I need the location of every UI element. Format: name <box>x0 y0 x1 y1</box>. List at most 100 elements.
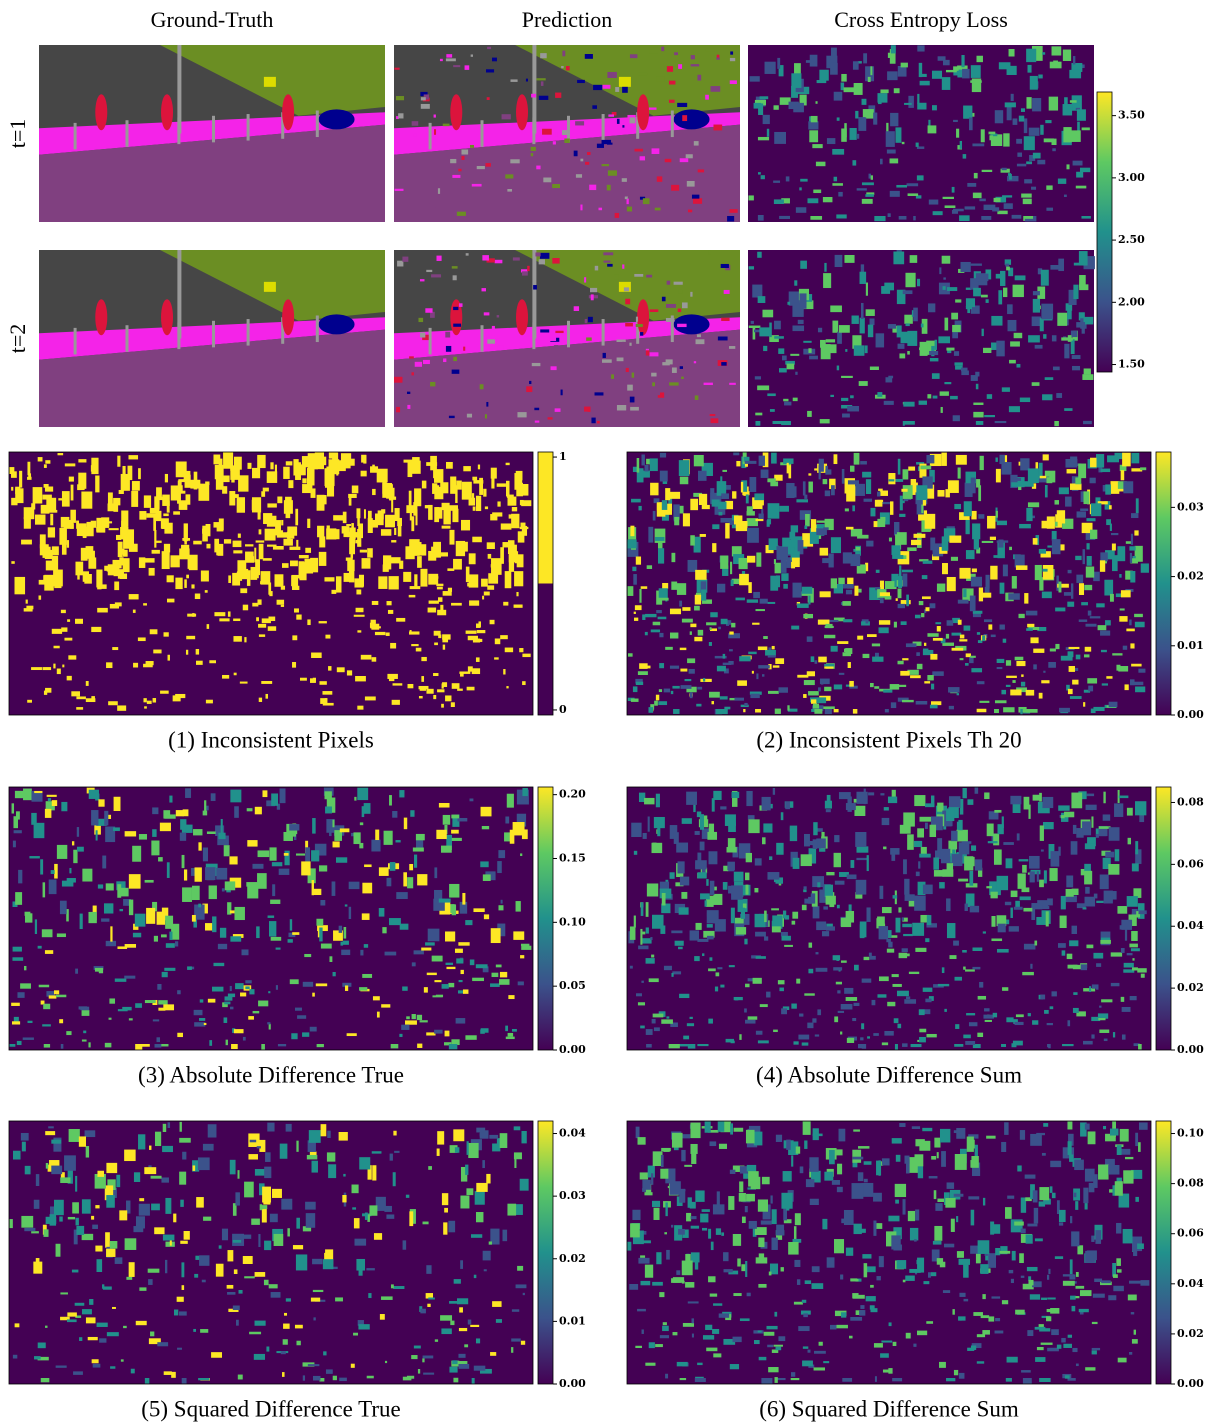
noise <box>487 339 495 343</box>
heatmap-spot <box>803 1121 811 1135</box>
heatmap-spot <box>186 575 189 579</box>
heatmap-spot <box>995 1331 1004 1334</box>
heatmap-spot <box>1030 871 1035 882</box>
heatmap-spot <box>437 1148 440 1155</box>
heatmap-spot <box>783 584 788 589</box>
heatmap-spot <box>867 855 869 871</box>
heatmap-spot <box>232 1234 244 1246</box>
noise <box>436 256 441 261</box>
heatmap-spot <box>712 798 715 811</box>
heatmap-spot <box>514 1152 522 1159</box>
heatmap-image <box>748 45 1094 222</box>
heatmap-spot <box>1021 1370 1031 1372</box>
heatmap-spot <box>164 544 170 553</box>
heatmap-spot <box>941 407 943 413</box>
heatmap-spot <box>956 830 968 842</box>
heatmap-spot <box>719 1144 727 1149</box>
heatmap-spot <box>842 601 851 606</box>
heatmap-spot <box>723 882 728 890</box>
heatmap-spot <box>421 948 431 951</box>
heatmap-spot <box>372 489 376 495</box>
heatmap-spot <box>184 1231 190 1240</box>
heatmap-spot <box>101 918 109 921</box>
heatmap-spot <box>920 466 931 470</box>
heatmap-spot <box>685 679 692 681</box>
heatmap-spot <box>182 1152 186 1160</box>
noise <box>622 264 624 268</box>
heatmap-spot <box>1053 367 1060 371</box>
heatmap-spot <box>356 608 364 612</box>
heatmap-spot <box>714 1206 724 1214</box>
heatmap-spot <box>646 902 649 917</box>
heatmap-spot <box>953 66 958 70</box>
heatmap-spot <box>826 926 835 930</box>
heatmap-spot <box>1052 1193 1056 1198</box>
heatmap-spot <box>841 1004 853 1009</box>
heatmap-spot <box>1103 1126 1106 1129</box>
prediction-image <box>394 45 740 222</box>
heatmap-spot <box>353 1333 358 1336</box>
heatmap-spot <box>1091 1236 1094 1242</box>
heatmap-spot <box>516 901 521 912</box>
heatmap-spot <box>25 1166 31 1175</box>
heatmap-spot <box>271 937 282 941</box>
noise <box>590 288 597 292</box>
heatmap-spot <box>409 595 416 598</box>
noise <box>646 275 652 278</box>
heatmap-spot <box>695 831 700 835</box>
heatmap-spot <box>510 830 515 844</box>
pole <box>481 325 484 352</box>
heatmap-spot <box>803 614 813 618</box>
noise <box>586 337 592 340</box>
heatmap-spot <box>860 318 865 334</box>
heatmap-spot <box>168 1122 171 1128</box>
noise <box>541 81 544 86</box>
heatmap-spot <box>1019 1253 1024 1263</box>
heatmap-spot <box>46 1217 57 1224</box>
heatmap-spot <box>713 1353 721 1357</box>
heatmap-spot <box>868 325 873 338</box>
heatmap-spot <box>54 864 58 879</box>
heatmap-spot <box>1070 1216 1072 1223</box>
heatmap-spot <box>424 987 428 992</box>
noise <box>536 166 540 170</box>
noise <box>592 382 597 387</box>
heatmap-spot <box>1027 1224 1037 1227</box>
heatmap-spot <box>895 1044 898 1050</box>
heatmap-spot <box>765 62 776 74</box>
heatmap-spot <box>872 643 880 646</box>
noise <box>588 354 591 360</box>
heatmap-spot <box>83 1031 86 1034</box>
prediction-image <box>394 250 740 427</box>
colorbar-tick-label: 0.04 <box>559 1127 586 1140</box>
heatmap-spot <box>205 867 215 880</box>
pole <box>316 110 319 137</box>
heatmap-spot <box>811 699 817 703</box>
heatmap-spot <box>1096 834 1099 838</box>
heatmap-spot <box>942 967 945 973</box>
heatmap-spot <box>1001 690 1006 694</box>
heatmap-spot <box>854 806 865 816</box>
heatmap-spot <box>222 1229 228 1241</box>
heatmap-spot <box>862 199 873 204</box>
heatmap-spot <box>24 608 33 611</box>
heatmap-spot <box>1024 136 1035 150</box>
noise <box>617 119 620 124</box>
heatmap-spot <box>1141 563 1149 572</box>
heatmap-spot <box>899 1123 905 1127</box>
heatmap-spot <box>200 999 204 1002</box>
heatmap-spot <box>233 550 242 553</box>
heatmap-spot <box>337 667 345 672</box>
heatmap-spot <box>836 1325 848 1328</box>
heatmap-spot <box>451 815 459 819</box>
heatmap-spot <box>775 563 781 574</box>
heatmap-spot <box>865 194 874 197</box>
heatmap-spot <box>961 262 971 272</box>
heatmap-spot <box>645 1363 655 1366</box>
noise <box>485 414 487 418</box>
heatmap-spot <box>264 1167 271 1178</box>
heatmap-spot <box>799 187 801 190</box>
heatmap-spot <box>413 848 424 852</box>
heatmap-spot <box>28 1021 33 1023</box>
heatmap-spot <box>758 137 769 140</box>
